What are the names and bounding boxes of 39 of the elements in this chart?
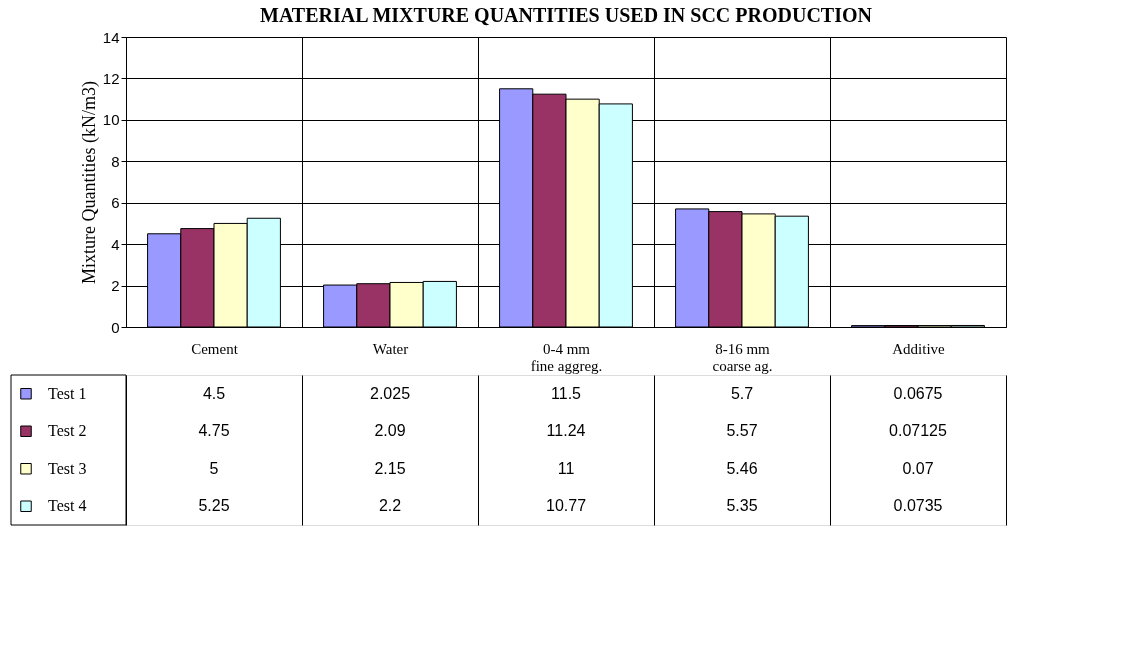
data-label: 0.0675 [893, 384, 943, 402]
x-tick-label: Water [372, 340, 409, 357]
y-tick-label: 2 [111, 277, 120, 295]
y-tick-label: 4 [111, 235, 120, 253]
data-label: 11.5 [551, 384, 582, 402]
x-tick-label: Additive [892, 340, 946, 357]
data-label: 11 [557, 459, 575, 477]
data-label: 2.025 [369, 384, 411, 402]
data-label: 0.07 [902, 459, 934, 477]
data-label: 4.75 [198, 422, 230, 440]
data-label: 0.0735 [893, 497, 943, 515]
legend-label: Test 1 [48, 384, 87, 402]
y-tick-label: 0 [111, 318, 120, 336]
data-label: 5.7 [730, 384, 754, 402]
data-label: 5.25 [198, 497, 230, 515]
data-label: 5 [209, 459, 219, 477]
data-label: 2.15 [374, 459, 406, 477]
data-label: 5.46 [726, 459, 758, 477]
data-label: 2.09 [374, 422, 406, 440]
data-label: 4.5 [202, 384, 226, 402]
data-label: 0.07125 [889, 422, 948, 440]
y-tick-label: 6 [111, 194, 120, 212]
y-tick-label: 10 [102, 111, 120, 129]
y-tick-label: 14 [102, 28, 120, 46]
y-axis-title: Mixture Quantities (kN/m3) [78, 81, 100, 284]
legend-label: Test 4 [48, 497, 87, 515]
y-tick-label: 8 [111, 152, 120, 170]
data-label: 5.35 [726, 497, 758, 515]
chart-title: MATERIAL MIXTURE QUANTITIES USED IN SCC PRODUCTION [260, 4, 873, 26]
data-label: 5.57 [726, 422, 758, 440]
data-label: 2.2 [378, 497, 402, 515]
legend-label: Test 3 [48, 459, 87, 477]
data-label: 11.24 [546, 422, 586, 440]
x-tick-label: 8-16 mm coarse ag. [712, 340, 773, 374]
legend-label: Test 2 [48, 422, 87, 440]
y-tick-label: 12 [102, 69, 120, 87]
data-label: 10.77 [545, 497, 587, 515]
x-tick-label: 0-4 mm fine aggreg. [530, 340, 603, 374]
x-tick-label: Cement [191, 340, 239, 357]
